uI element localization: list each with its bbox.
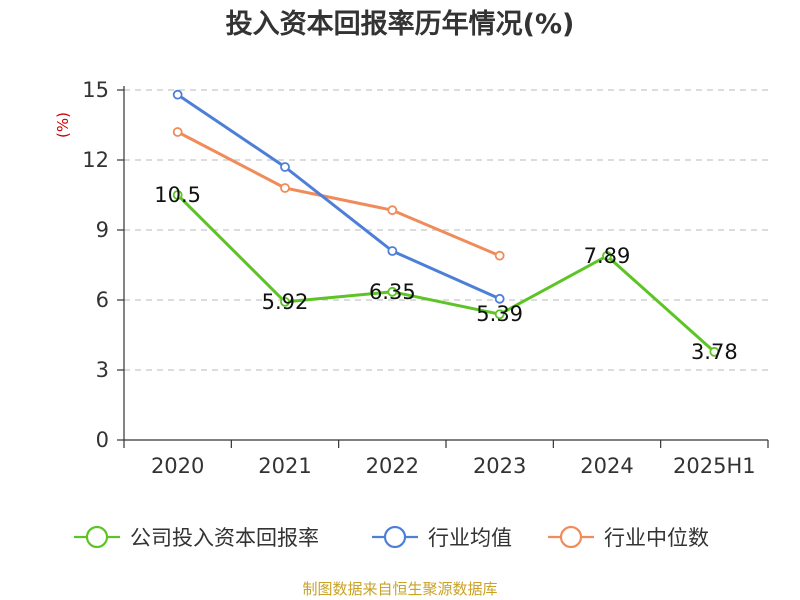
legend-label: 行业均值	[428, 526, 512, 550]
data-point	[387, 286, 398, 297]
data-point	[387, 205, 398, 216]
legend-label: 行业中位数	[604, 526, 709, 550]
data-point	[280, 183, 290, 193]
legend[interactable]: 公司投入资本回报率 行业均值 行业中位数	[74, 525, 709, 550]
data-point	[602, 250, 612, 261]
legend-item-2[interactable]: 行业中位数	[548, 525, 709, 550]
data-label: 3.78	[691, 340, 738, 364]
y-tick-label: 3	[96, 358, 109, 382]
legend-marker	[559, 525, 583, 549]
legend-marker	[383, 525, 407, 549]
source-note: 制图数据来自恒生聚源数据库	[302, 580, 497, 598]
legend-item-0[interactable]: 公司投入资本回报率	[74, 525, 319, 550]
legend-label: 公司投入资本回报率	[130, 526, 319, 550]
x-tick-label: 2024	[580, 454, 633, 478]
chart-title: 投入资本回报率历年情况(%)	[226, 8, 575, 40]
y-tick-label: 12	[82, 148, 109, 172]
x-tick-label: 2023	[473, 454, 526, 478]
x-tick-label: 2021	[258, 454, 311, 478]
x-tick-label: 2020	[151, 454, 204, 478]
legend-item-1[interactable]: 行业均值	[372, 525, 512, 550]
y-axis-unit: (%)	[54, 112, 72, 138]
data-labels: 10.5 5.92 6.35 5.39 7.89 3.78	[154, 183, 737, 364]
series-line-1	[176, 93, 501, 301]
data-point	[494, 250, 505, 261]
data-label: 5.39	[476, 302, 523, 326]
series-lines	[176, 93, 716, 353]
y-tick-label: 0	[96, 428, 109, 452]
data-label: 7.89	[584, 244, 631, 268]
series-line-0	[176, 193, 716, 353]
data-point	[172, 89, 183, 100]
data-point	[387, 246, 398, 256]
data-label: 10.5	[154, 183, 201, 207]
data-point	[172, 127, 183, 137]
series-line-2	[177, 130, 501, 258]
data-point	[280, 296, 290, 307]
y-tick-label: 15	[82, 78, 109, 102]
legend-marker	[85, 525, 109, 549]
data-point	[709, 346, 720, 357]
x-tick-label: 2022	[366, 454, 419, 478]
data-point	[494, 293, 505, 304]
y-tick-label: 9	[96, 218, 109, 242]
series-points	[172, 89, 720, 357]
axes: 0 3 6 9 12 15 2020 2021 2022 2023 2024 2025H1	[82, 78, 769, 478]
data-label: 5.92	[262, 290, 309, 314]
data-point	[280, 162, 290, 172]
y-tick-label: 6	[96, 288, 109, 312]
data-point	[494, 309, 505, 320]
x-tick-label: 2025H1	[673, 454, 756, 478]
grid-lines	[124, 89, 768, 371]
data-label: 6.35	[369, 280, 416, 304]
data-point	[172, 190, 183, 200]
